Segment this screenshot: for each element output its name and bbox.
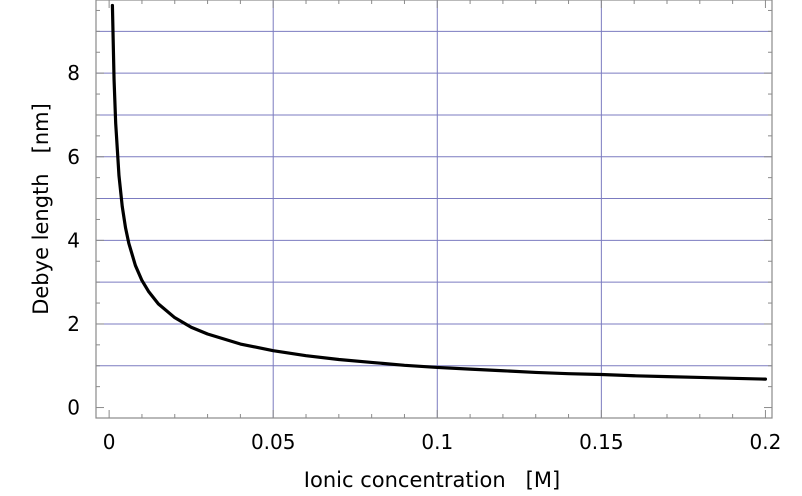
y-tick-labels: 0 2 4 6 8 [67, 61, 80, 419]
gridlines [96, 0, 772, 418]
y-tick-label: 0 [67, 396, 80, 420]
y-tick-label: 8 [67, 61, 80, 85]
x-tick-label: 0.05 [251, 430, 296, 454]
plot-background [96, 0, 772, 418]
y-tick-label: 2 [67, 312, 80, 336]
axis-ticks [96, 0, 772, 418]
x-tick-label: 0.15 [579, 430, 624, 454]
x-tick-label: 0.1 [421, 430, 453, 454]
y-axis-label: Debye length [nm] [29, 103, 53, 315]
x-axis-label: Ionic concentration [M] [304, 468, 560, 492]
y-tick-label: 4 [67, 228, 80, 252]
x-tick-labels: 0 0.05 0.1 0.15 0.2 [103, 430, 782, 454]
plot-frame [95, 0, 773, 419]
y-tick-label: 6 [67, 145, 80, 169]
series-line-0 [110, 3, 768, 381]
series [110, 3, 768, 381]
x-tick-label: 0 [103, 430, 116, 454]
x-tick-label: 0.2 [750, 430, 782, 454]
